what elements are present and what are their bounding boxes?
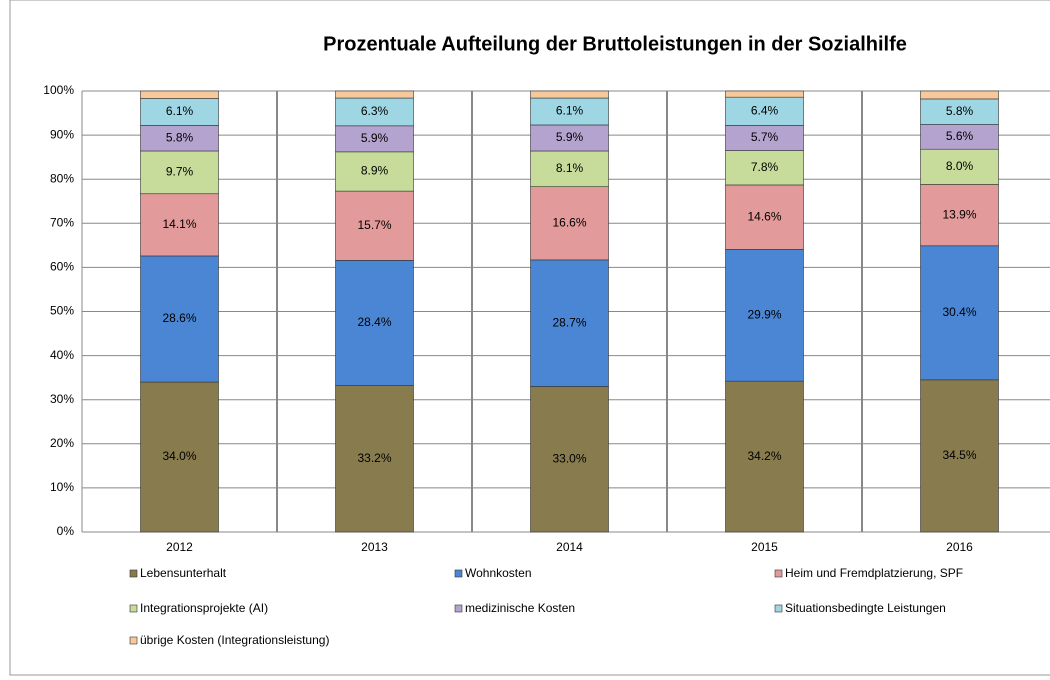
bar-segment [530,150,609,187]
data-label: 13.9% [942,207,976,221]
data-label: 15.7% [357,218,391,232]
x-tick-label: 2016 [946,540,973,554]
y-tick-label: 20% [50,436,74,450]
legend-swatch [774,569,783,578]
y-tick-label: 90% [50,127,74,141]
data-label: 5.8% [166,130,194,144]
y-tick-label: 40% [50,348,74,362]
y-tick-label: 70% [50,215,74,229]
legend-swatch [454,604,463,613]
legend-label: Lebensunterhalt [140,566,227,580]
bar-segment [920,90,999,100]
y-tick-label: 30% [50,392,74,406]
data-label: 14.6% [747,209,781,223]
data-label: 29.9% [747,307,781,321]
y-tick-label: 60% [50,260,74,274]
x-tick-label: 2014 [556,540,583,554]
data-label: 6.3% [361,104,389,118]
legend-label: medizinische Kosten [465,601,575,615]
bar-segment [920,184,999,247]
bar-segment [920,245,999,381]
legend-swatch [129,636,138,645]
y-tick-label: 100% [43,83,74,97]
data-label: 34.2% [747,449,781,463]
bar-segment [140,90,219,99]
data-label: 28.6% [162,311,196,325]
bar-segment [140,125,219,152]
legend-label: Wohnkosten [465,566,532,580]
data-label: 7.8% [751,160,779,174]
bar-segment [140,255,219,383]
data-label: 14.1% [162,217,196,231]
bar-segment [725,125,804,151]
bar-segment [335,90,414,99]
bar-segment [920,148,999,185]
chart-title: Prozentuale Aufteilung der Bruttoleistun… [323,33,907,55]
bar-segment [530,124,609,152]
y-tick-label: 80% [50,171,74,185]
bar-segment [725,184,804,250]
bar-segment [725,380,804,533]
legend-label: Integrationsprojekte (AI) [140,601,268,615]
data-label: 28.7% [552,315,586,329]
data-label: 33.2% [357,451,391,465]
data-label: 34.5% [942,448,976,462]
y-tick-label: 0% [57,524,75,538]
bar-segment [530,259,609,387]
legend-swatch [129,569,138,578]
bar-segment [335,125,414,153]
data-label: 5.9% [556,130,584,144]
x-tick-label: 2012 [166,540,193,554]
x-tick-label: 2015 [751,540,778,554]
data-label: 30.4% [942,305,976,319]
data-label: 33.0% [552,451,586,465]
bar-segment [920,98,999,125]
bar-segment [335,97,414,127]
data-label: 8.0% [946,159,974,173]
data-label: 5.6% [946,129,974,143]
legend-swatch [454,569,463,578]
bar-segment [140,98,219,126]
bar-segment [335,190,414,261]
bar-segment [725,96,804,126]
bar-segment [140,150,219,195]
data-label: 28.4% [357,315,391,329]
y-tick-label: 10% [50,480,74,494]
data-label: 6.1% [166,104,194,118]
data-label: 8.1% [556,161,584,175]
data-label: 6.1% [556,104,584,118]
legend-swatch [774,604,783,613]
data-label: 5.7% [751,130,779,144]
bar-segment [530,386,609,533]
bar-segment [920,124,999,150]
bar-segment [140,193,219,257]
legend-label: übrige Kosten (Integrationsleistung) [140,633,329,647]
bar-segment [335,151,414,192]
bar-segment [725,90,804,98]
bar-segment [530,97,609,126]
bar-segment [920,379,999,533]
legend-swatch [129,604,138,613]
x-tick-label: 2013 [361,540,388,554]
data-label: 16.6% [552,215,586,229]
bar-segment [725,150,804,186]
data-label: 9.7% [166,165,194,179]
y-tick-label: 50% [50,304,74,318]
data-label: 5.9% [361,131,389,145]
data-label: 8.9% [361,164,389,178]
data-label: 5.8% [946,104,974,118]
data-label: 6.4% [751,103,779,117]
bar-segment [530,90,609,99]
data-label: 34.0% [162,449,196,463]
legend-label: Situationsbedingte Leistungen [785,601,946,615]
bar-segment [530,186,609,261]
bar-segment [725,249,804,382]
legend-label: Heim und Fremdplatzierung, SPF [785,566,963,580]
